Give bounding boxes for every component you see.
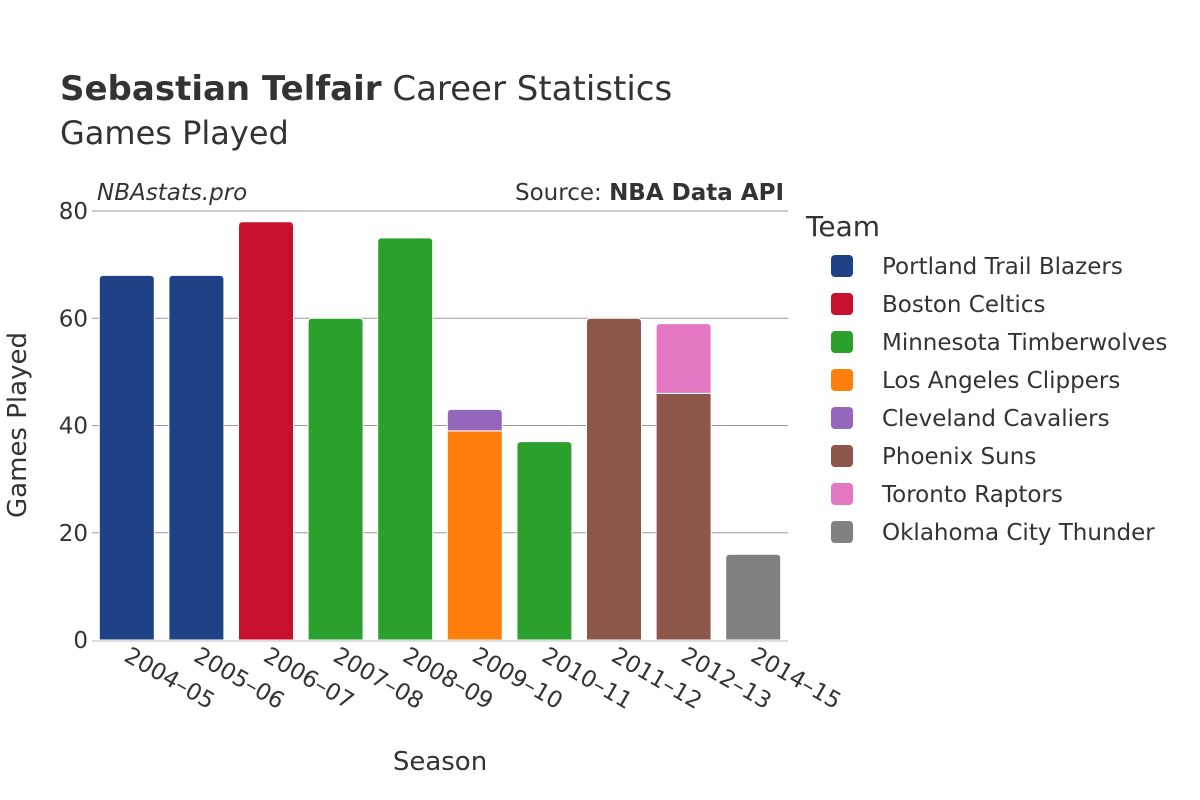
y-tick-label: 20 bbox=[59, 521, 88, 547]
source-label: Source: NBA Data API bbox=[515, 180, 784, 206]
bar-segment bbox=[655, 323, 712, 394]
legend-label: Portland Trail Blazers bbox=[882, 254, 1123, 280]
bar-segment bbox=[446, 408, 503, 432]
source-name: NBA Data API bbox=[609, 180, 784, 206]
legend-label: Minnesota Timberwolves bbox=[882, 330, 1167, 356]
legend-label: Boston Celtics bbox=[882, 292, 1045, 318]
bar-segment bbox=[238, 221, 294, 641]
chart-subtitle: Games Played bbox=[60, 114, 289, 152]
y-axis-ticks: 0 20 40 60 80 bbox=[59, 199, 88, 654]
bar-segment bbox=[655, 392, 712, 641]
legend: Portland Trail Blazers Boston Celtics Minn… bbox=[831, 254, 1167, 546]
bar-segment bbox=[307, 317, 364, 641]
chart-title: Sebastian Telfair Career Statistics bbox=[60, 69, 672, 109]
bar-segment bbox=[516, 441, 573, 641]
watermark: NBAstats.pro bbox=[97, 180, 247, 206]
legend-label: Toronto Raptors bbox=[881, 482, 1063, 508]
legend-label: Cleveland Cavaliers bbox=[882, 406, 1110, 432]
bar-segment bbox=[586, 317, 642, 641]
legend-swatch bbox=[831, 445, 853, 467]
title-rest: Career Statistics bbox=[382, 69, 673, 109]
bar-segment bbox=[168, 274, 225, 641]
x-axis-title: Season bbox=[393, 747, 487, 777]
y-axis-title: Games Played bbox=[3, 332, 33, 518]
legend-swatch bbox=[831, 521, 853, 543]
legend-label: Phoenix Suns bbox=[882, 444, 1036, 470]
y-tick-label: 0 bbox=[73, 628, 88, 654]
bar-segment bbox=[725, 553, 782, 641]
legend-label: Los Angeles Clippers bbox=[882, 368, 1120, 394]
legend-swatch bbox=[831, 255, 853, 277]
y-tick-label: 60 bbox=[59, 306, 88, 332]
bar-segment bbox=[446, 430, 503, 641]
y-tick-label: 80 bbox=[59, 199, 88, 225]
x-axis-ticks: 2004–052005–062006–072007–082008–092009–… bbox=[120, 643, 845, 715]
player-name: Sebastian Telfair bbox=[60, 69, 382, 109]
legend-title: Team bbox=[805, 210, 880, 243]
legend-swatch bbox=[831, 369, 853, 391]
y-tick-label: 40 bbox=[59, 414, 88, 440]
legend-swatch bbox=[831, 331, 853, 353]
legend-label: Oklahoma City Thunder bbox=[882, 520, 1155, 546]
bar-segment bbox=[98, 274, 155, 641]
legend-swatch bbox=[831, 483, 853, 505]
bars bbox=[98, 221, 782, 641]
legend-swatch bbox=[831, 407, 853, 429]
legend-swatch bbox=[831, 293, 853, 315]
source-prefix: Source: bbox=[515, 180, 609, 206]
bar-segment bbox=[377, 237, 434, 641]
